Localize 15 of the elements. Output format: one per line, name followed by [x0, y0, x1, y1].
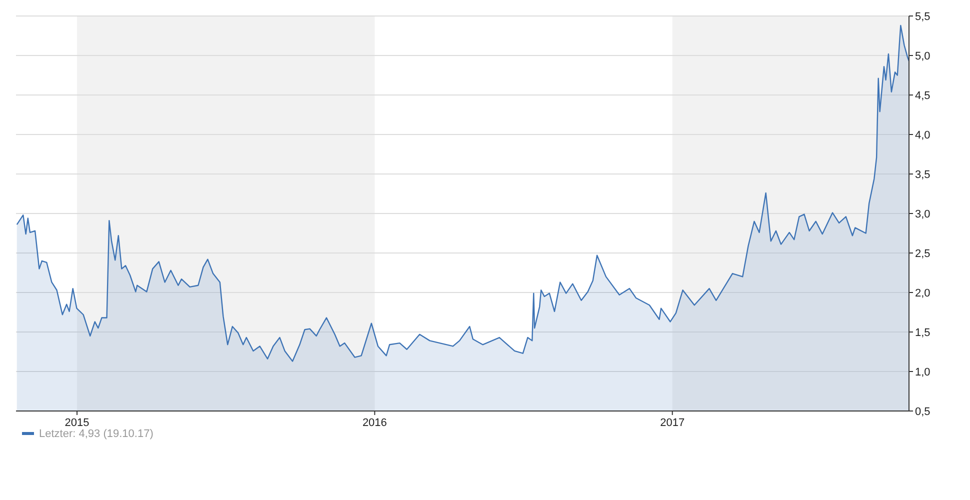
y-tick-label: 1,0	[915, 366, 930, 378]
y-tick-label: 4,5	[915, 90, 930, 102]
x-tick-label: 2016	[362, 417, 387, 429]
y-tick-label: 3,0	[915, 208, 930, 220]
y-tick-label: 5,0	[915, 50, 930, 62]
legend-label: Letzter: 4,93 (19.10.17)	[39, 428, 154, 440]
y-tick-label: 2,5	[915, 248, 930, 260]
y-tick-label: 4,0	[915, 130, 930, 142]
y-tick-label: 0,5	[915, 406, 930, 418]
x-tick-label: 2015	[64, 417, 90, 429]
x-tick-label: 2017	[660, 417, 685, 429]
y-tick-label: 5,5	[915, 11, 930, 23]
y-tick-label: 3,5	[915, 169, 930, 181]
y-tick-label: 2,0	[915, 288, 930, 300]
y-tick-label: 1,5	[915, 327, 930, 339]
